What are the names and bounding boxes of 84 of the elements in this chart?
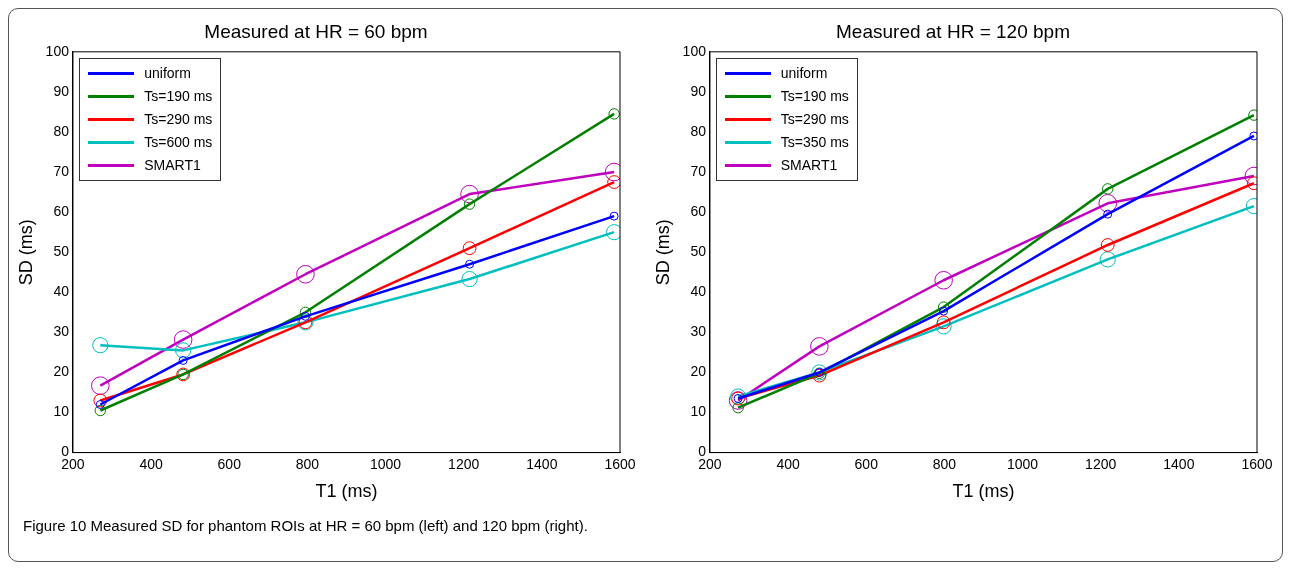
y-tick-label: 20: [690, 363, 706, 380]
point: [94, 404, 107, 417]
point: [936, 315, 951, 330]
legend-label: Ts=350 ms: [780, 134, 849, 151]
x-tick-label: 1400: [526, 455, 558, 472]
legend-label: Ts=190 ms: [144, 88, 213, 105]
x-tick-label: 800: [295, 455, 320, 472]
legend-label: SMART1: [144, 157, 201, 174]
legend-label: Ts=290 ms: [780, 111, 849, 128]
point: [460, 184, 480, 204]
x-tick-label: 1200: [448, 455, 480, 472]
legend-label: Ts=190 ms: [780, 88, 849, 105]
point: [92, 337, 109, 354]
y-tick-label: 40: [53, 283, 70, 300]
y-tick-label: 50: [53, 243, 70, 260]
point: [809, 337, 829, 356]
x-tick-label: 400: [776, 455, 800, 472]
x-tick-label: 1200: [1084, 455, 1117, 472]
point: [301, 311, 311, 321]
x-tick-label: 1000: [1006, 455, 1039, 472]
point: [1098, 194, 1117, 213]
y-tick-label: 80: [690, 122, 706, 139]
y-axis-title: SD (ms): [652, 219, 673, 286]
point: [1247, 109, 1257, 121]
legend-label: uniform: [144, 65, 191, 82]
x-tick-label: 1400: [1163, 455, 1195, 472]
x-tick-label: 600: [217, 455, 242, 472]
point: [609, 211, 619, 221]
point: [1101, 183, 1114, 195]
point: [296, 264, 315, 284]
point: [812, 368, 827, 383]
point: [1099, 251, 1116, 268]
y-tick-label: 100: [45, 42, 70, 59]
y-tick-label: 40: [690, 283, 706, 300]
legend-label: Ts=600 ms: [144, 134, 213, 151]
y-tick-label: 30: [53, 323, 70, 340]
point: [1100, 238, 1115, 252]
y-tick-label: 100: [682, 42, 706, 59]
x-tick-label: 800: [932, 455, 957, 472]
caption: Figure 10 Measured SD for phantom ROIs at HR = 60 bpm (left) and 120 bpm (right).: [23, 517, 589, 534]
point: [462, 241, 477, 256]
x-tick-label: 400: [139, 455, 164, 472]
point: [178, 355, 188, 365]
point: [465, 259, 475, 269]
point: [1102, 209, 1112, 219]
point: [175, 342, 192, 359]
legend-label: uniform: [780, 65, 828, 82]
legend-label: Ts=290 ms: [144, 111, 213, 128]
y-tick-label: 10: [53, 403, 70, 420]
point: [608, 108, 621, 120]
point: [93, 393, 108, 408]
point: [935, 318, 952, 335]
y-tick-label: 10: [690, 403, 706, 420]
point: [606, 224, 621, 241]
x-axis-title: T1 (ms): [315, 481, 378, 502]
y-tick-label: 70: [53, 162, 70, 179]
point: [464, 198, 476, 210]
x-axis-title: T1 (ms): [952, 481, 1015, 502]
y-tick-label: 90: [690, 82, 706, 99]
y-tick-label: 70: [690, 162, 706, 179]
point: [732, 402, 744, 414]
y-tick-label: 90: [53, 82, 70, 99]
chart-title: Measured at HR = 120 bpm: [835, 20, 1070, 42]
y-tick-label: 60: [53, 202, 70, 219]
y-tick-label: 20: [53, 363, 70, 380]
point: [937, 301, 950, 313]
y-tick-label: 30: [690, 323, 706, 340]
y-axis-title: SD (ms): [16, 219, 37, 286]
y-tick-label: 50: [690, 243, 706, 260]
y-tick-label: 60: [690, 202, 706, 219]
point: [934, 270, 953, 290]
point: [938, 306, 948, 316]
point: [91, 376, 110, 395]
x-tick-label: 600: [854, 455, 878, 472]
chart-title: Measured at HR = 60 bpm: [204, 20, 428, 42]
point: [300, 306, 312, 319]
y-tick-label: 80: [53, 122, 70, 139]
x-tick-label: 1600: [1241, 455, 1273, 472]
x-tick-label: 1000: [370, 455, 402, 472]
point: [461, 270, 478, 288]
legend-label: SMART1: [780, 157, 838, 174]
point: [728, 391, 748, 410]
point: [174, 330, 193, 349]
x-tick-label: 1600: [604, 455, 637, 472]
